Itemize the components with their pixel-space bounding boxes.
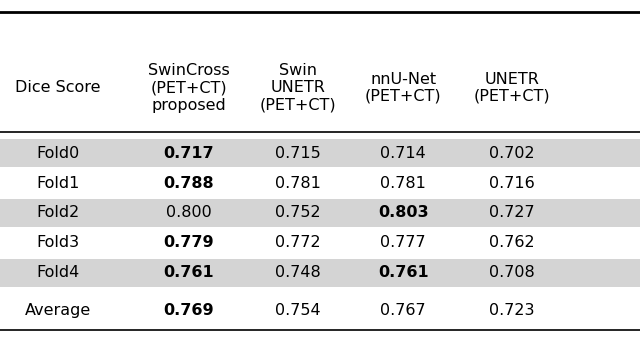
Text: 0.777: 0.777 [380,235,426,250]
Text: Fold3: Fold3 [36,235,79,250]
Text: UNETR
(PET+CT): UNETR (PET+CT) [474,72,550,104]
Text: 0.803: 0.803 [378,205,429,221]
Text: Fold1: Fold1 [36,175,79,191]
Text: SwinCross
(PET+CT)
proposed: SwinCross (PET+CT) proposed [148,63,230,112]
Text: 0.769: 0.769 [163,303,214,318]
Text: Fold0: Fold0 [36,146,79,161]
Bar [0,259,640,287]
Text: 0.716: 0.716 [489,175,535,191]
Text: 0.714: 0.714 [380,146,426,161]
Text: Dice Score: Dice Score [15,80,100,95]
Text: 0.762: 0.762 [489,235,535,250]
Text: 0.702: 0.702 [489,146,535,161]
Text: 0.779: 0.779 [163,235,214,250]
Text: Average: Average [24,303,91,318]
Text: 0.727: 0.727 [489,205,535,221]
Text: 0.781: 0.781 [275,175,321,191]
Text: 0.708: 0.708 [489,265,535,280]
Text: 0.781: 0.781 [380,175,426,191]
Text: 0.788: 0.788 [163,175,214,191]
Text: 0.754: 0.754 [275,303,321,318]
Text: 0.715: 0.715 [275,146,321,161]
Text: 0.761: 0.761 [163,265,214,280]
Text: 0.800: 0.800 [166,205,212,221]
Bar [0,139,640,167]
Text: 0.723: 0.723 [489,303,535,318]
Text: 0.717: 0.717 [163,146,214,161]
Text: 0.761: 0.761 [378,265,429,280]
Text: Fold2: Fold2 [36,205,79,221]
Text: nnU-Net
(PET+CT): nnU-Net (PET+CT) [365,72,442,104]
Text: 0.748: 0.748 [275,265,321,280]
Text: 0.772: 0.772 [275,235,321,250]
Text: 0.752: 0.752 [275,205,321,221]
Text: 0.767: 0.767 [380,303,426,318]
Text: Fold4: Fold4 [36,265,79,280]
Bar [0,199,640,227]
Text: Swin
UNETR
(PET+CT): Swin UNETR (PET+CT) [259,63,336,112]
